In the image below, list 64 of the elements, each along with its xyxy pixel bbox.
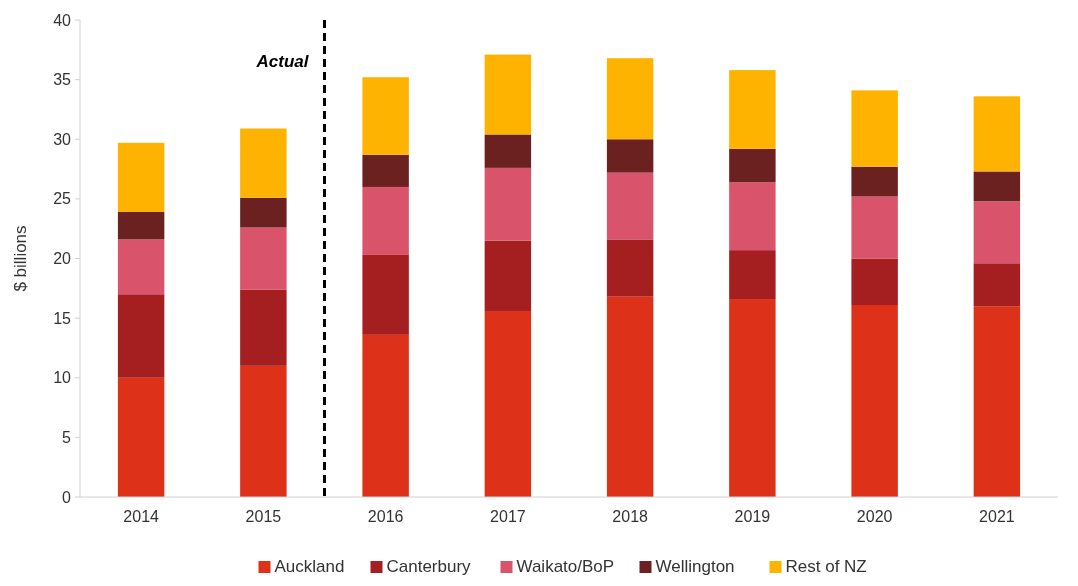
bar	[851, 90, 898, 167]
bar	[606, 239, 654, 297]
bar	[362, 154, 409, 187]
y-tick-label: 20	[53, 250, 72, 268]
x-tick-label: 2014	[123, 508, 160, 525]
bar	[362, 77, 409, 155]
legend-label: Canterbury	[386, 557, 472, 576]
bar	[851, 196, 898, 259]
y-axis-title: $ billions	[11, 225, 30, 292]
legend-label: Wellington	[655, 557, 735, 576]
x-tick-label: 2017	[490, 508, 526, 525]
bar	[240, 289, 287, 366]
x-tick-label: 2015	[245, 508, 282, 525]
bar	[729, 182, 776, 251]
bar	[606, 172, 654, 240]
bar	[851, 305, 898, 497]
bar	[729, 70, 776, 149]
y-tick-label: 30	[53, 130, 72, 148]
bar	[362, 334, 409, 497]
bar	[484, 54, 532, 135]
bar	[240, 197, 287, 228]
bar	[851, 166, 898, 197]
bar	[484, 240, 532, 311]
y-tick-label: 35	[53, 71, 72, 89]
bar	[973, 201, 1021, 264]
y-tick-label: 0	[62, 488, 72, 506]
bar	[606, 58, 654, 140]
annotation: Actual	[255, 52, 310, 71]
bar	[729, 299, 776, 497]
bar	[362, 254, 409, 335]
bar	[729, 250, 776, 300]
bar	[606, 139, 654, 173]
bar	[240, 365, 287, 497]
bar	[729, 148, 776, 183]
x-tick-label: 2021	[979, 508, 1015, 525]
bar	[606, 296, 654, 497]
bar	[117, 142, 165, 212]
bar	[117, 211, 165, 240]
bar	[117, 294, 165, 378]
bar	[973, 306, 1021, 497]
y-tick-label: 10	[53, 369, 72, 387]
x-tick-label: 2016	[367, 508, 404, 525]
y-tick-label: 5	[62, 428, 72, 446]
x-tick-label: 2020	[856, 508, 893, 525]
bar	[362, 186, 409, 255]
x-tick-label: 2019	[734, 508, 771, 525]
y-tick-label: 25	[53, 190, 72, 208]
bar	[973, 96, 1021, 172]
x-tick-label: 2018	[612, 508, 649, 525]
bar	[973, 171, 1021, 202]
bar	[117, 239, 165, 295]
bar	[484, 167, 532, 241]
bar	[484, 310, 532, 497]
legend-label: Auckland	[274, 557, 345, 576]
legend-label: Rest of NZ	[785, 557, 867, 576]
bar	[117, 377, 165, 497]
legend-label: Waikato/BoP	[516, 557, 615, 576]
bar	[851, 258, 898, 306]
bar	[240, 227, 287, 290]
bar	[240, 128, 287, 198]
bar	[484, 134, 532, 168]
y-tick-label: 15	[53, 309, 72, 327]
y-tick-label: 40	[53, 11, 72, 29]
bar	[973, 263, 1021, 307]
